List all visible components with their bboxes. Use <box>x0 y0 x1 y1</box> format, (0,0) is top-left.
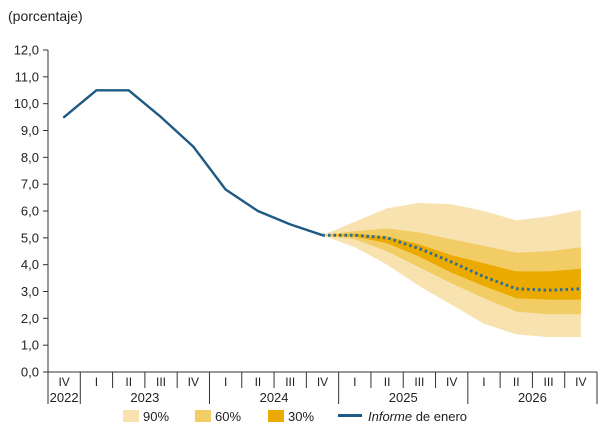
legend-swatch-90 <box>123 410 139 422</box>
fan-band-30 <box>322 233 581 300</box>
x-quarter-label: II <box>513 375 520 389</box>
y-tick-label: 6,0 <box>21 204 39 219</box>
series-lines <box>62 89 581 292</box>
x-quarter-label: II <box>125 375 132 389</box>
legend-swatch-30 <box>268 410 284 422</box>
x-quarter-label: IV <box>188 375 199 389</box>
legend-label-30: 30% <box>288 409 315 424</box>
y-tick-label: 12,0 <box>14 43 39 58</box>
x-quarter-label: I <box>224 375 227 389</box>
projection-line <box>322 233 581 292</box>
axes: 0,0 1,0 2,0 3,0 4,0 5,0 6,0 7,0 8,0 9,0 10,0 11,0 12… <box>14 43 598 405</box>
fan-bands <box>322 202 581 338</box>
legend-item-30: 30% <box>268 409 314 424</box>
y-tick-label: 1,0 <box>21 338 39 353</box>
y-tick-label: 11,0 <box>15 69 39 84</box>
legend-line-swatch <box>338 414 362 417</box>
x-quarter-label: II <box>255 375 262 389</box>
legend-swatch-60 <box>195 410 211 422</box>
x-year-label: 2022 <box>50 390 79 405</box>
x-year-label: 2026 <box>518 390 547 405</box>
x-quarter-label: I <box>95 375 98 389</box>
y-tick-label: 3,0 <box>21 284 39 299</box>
x-quarter-label: III <box>414 375 424 389</box>
x-quarter-label: II <box>384 375 391 389</box>
history-line <box>62 89 324 237</box>
x-quarter-label: IV <box>317 375 328 389</box>
y-tick-label: 9,0 <box>21 123 39 138</box>
y-tick-label: 7,0 <box>21 177 39 192</box>
x-year-label: 2024 <box>260 390 289 405</box>
x-quarter-label: IV <box>58 375 69 389</box>
y-tick-label: 5,0 <box>21 230 39 245</box>
y-tick-label: 10,0 <box>14 96 39 111</box>
x-quarter-label: III <box>285 375 295 389</box>
legend-label-90: 90% <box>143 409 170 424</box>
legend-item-informe: Informe de enero <box>338 409 467 424</box>
legend: 90% 60% 30% Informe de enero <box>0 409 599 424</box>
legend-label-60: 60% <box>215 409 242 424</box>
legend-item-60: 60% <box>195 409 241 424</box>
y-tick-label: 2,0 <box>21 311 39 326</box>
y-unit-label: (porcentaje) <box>8 8 83 24</box>
y-tick-label: 0,0 <box>21 365 39 380</box>
x-year-label: 2025 <box>389 390 418 405</box>
x-quarter-label: I <box>353 375 356 389</box>
legend-item-90: 90% <box>123 409 169 424</box>
x-quarter-label: III <box>156 375 166 389</box>
x-year-label: 2023 <box>130 390 159 405</box>
x-quarter-label: IV <box>575 375 586 389</box>
legend-label-informe-rest: de enero <box>412 409 468 424</box>
x-quarter-label: IV <box>446 375 457 389</box>
y-tick-label: 4,0 <box>21 257 39 272</box>
x-quarter-label: III <box>544 375 554 389</box>
x-quarter-label: I <box>482 375 485 389</box>
legend-label-informe-italic: Informe <box>368 409 413 424</box>
y-tick-label: 8,0 <box>21 150 39 165</box>
